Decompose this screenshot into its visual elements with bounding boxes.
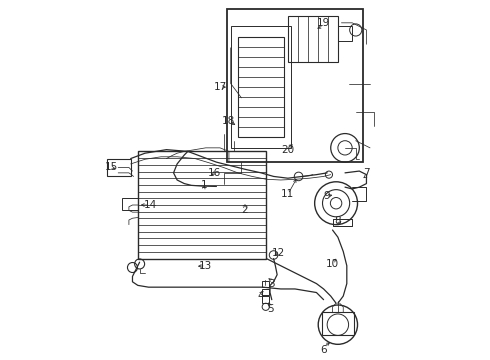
Text: 7: 7 (363, 168, 370, 178)
Text: 10: 10 (326, 259, 339, 269)
Text: 16: 16 (208, 168, 221, 178)
Bar (231, 26, 292, 148)
Bar (322, 312, 354, 336)
Text: 2: 2 (242, 205, 248, 215)
Bar (262, 296, 270, 303)
Bar (138, 152, 267, 258)
Text: 8: 8 (335, 216, 341, 226)
Text: 20: 20 (281, 145, 294, 155)
Text: 13: 13 (199, 261, 212, 271)
Text: 3: 3 (269, 279, 275, 289)
Bar (238, 37, 284, 137)
Text: 5: 5 (267, 303, 273, 314)
Bar (333, 219, 352, 226)
Text: 19: 19 (317, 18, 330, 28)
Text: 12: 12 (272, 248, 286, 258)
Bar (262, 281, 270, 287)
Text: 15: 15 (104, 162, 118, 172)
Text: 14: 14 (144, 200, 157, 210)
Text: 1: 1 (200, 180, 207, 190)
Text: 18: 18 (222, 116, 236, 126)
Bar (288, 16, 338, 62)
Bar (262, 289, 270, 295)
Text: 9: 9 (324, 191, 330, 201)
Text: 17: 17 (214, 82, 227, 92)
Bar (107, 158, 131, 176)
Bar (338, 26, 352, 41)
Text: 4: 4 (258, 291, 265, 301)
Bar (227, 9, 363, 162)
Text: 6: 6 (320, 345, 327, 355)
Text: 11: 11 (281, 189, 294, 199)
Bar (122, 198, 138, 210)
